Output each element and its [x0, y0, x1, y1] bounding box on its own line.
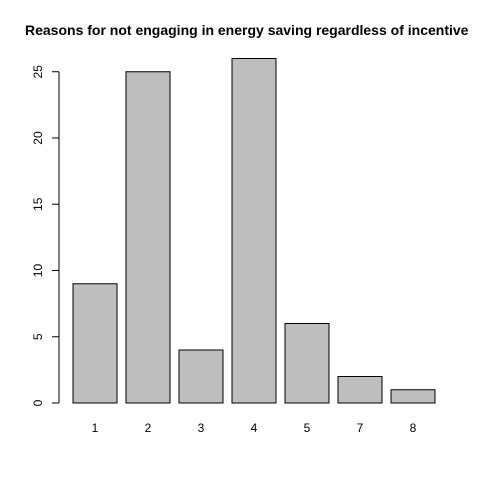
y-axis: 0 5 10 15 20 25	[31, 65, 60, 406]
y-tick-label: 25	[31, 65, 45, 79]
x-tick-label: 7	[357, 421, 364, 435]
x-tick-label: 5	[304, 421, 311, 435]
x-tick-labels: 1 2 3 4 5 7 8	[92, 421, 417, 435]
bar-8	[390, 389, 436, 404]
chart-title: Reasons for not engaging in energy savin…	[25, 22, 469, 38]
bar-3	[178, 349, 224, 404]
bar-7	[337, 376, 383, 404]
y-tick-label: 0	[31, 399, 45, 406]
bars	[72, 58, 436, 404]
x-tick-label: 8	[410, 421, 417, 435]
y-tick-label: 15	[31, 197, 45, 211]
bar-5	[284, 323, 330, 404]
y-tick-label: 10	[31, 264, 45, 278]
bar-4	[231, 58, 277, 404]
x-tick-label: 3	[198, 421, 205, 435]
x-tick-label: 2	[145, 421, 152, 435]
x-tick-label: 1	[92, 421, 99, 435]
bar-1	[72, 283, 118, 404]
bar-2	[125, 71, 171, 404]
x-tick-label: 4	[251, 421, 258, 435]
y-tick-label: 5	[31, 333, 45, 340]
y-tick-label: 20	[31, 131, 45, 145]
